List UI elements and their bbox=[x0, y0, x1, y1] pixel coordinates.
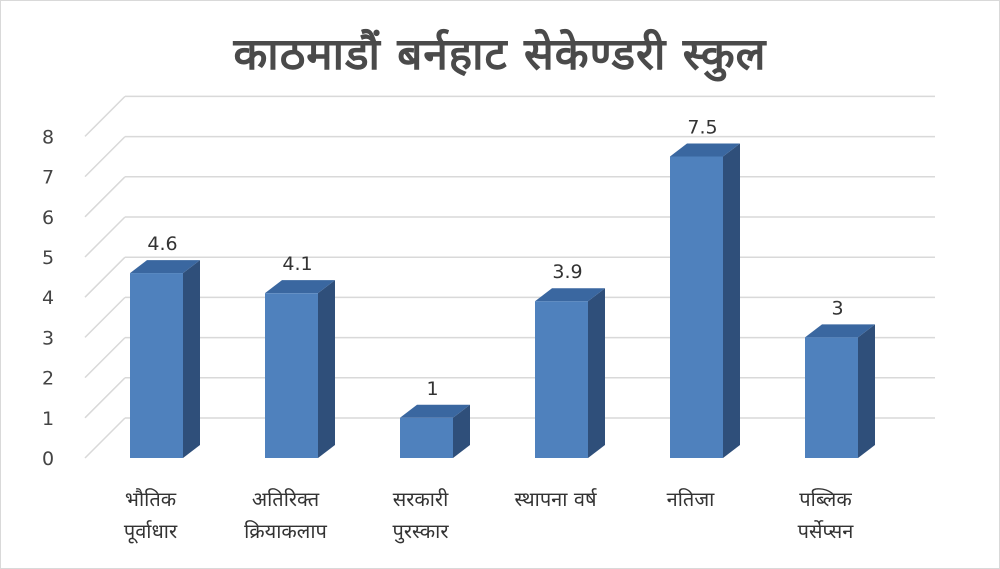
category-label: भौतिक bbox=[125, 487, 177, 511]
category-label: क्रियाकलाप bbox=[244, 519, 327, 543]
bar bbox=[130, 260, 200, 458]
bar-front bbox=[400, 417, 453, 458]
data-label: 4.6 bbox=[147, 233, 177, 255]
bar-top bbox=[805, 324, 875, 338]
gridline-diagonal bbox=[84, 377, 126, 419]
y-tick-label: 8 bbox=[42, 126, 54, 148]
data-label: 3.9 bbox=[552, 261, 582, 283]
bar-side bbox=[858, 324, 875, 458]
data-label: 1 bbox=[426, 378, 438, 400]
bar bbox=[535, 288, 605, 458]
bar-top bbox=[535, 288, 605, 302]
category-label: अतिरिक्त bbox=[252, 487, 320, 511]
gridline-diagonal bbox=[84, 296, 126, 338]
category-label: पर्सेप्सन bbox=[798, 519, 855, 543]
y-tick-label: 4 bbox=[42, 287, 54, 309]
bar-front bbox=[535, 301, 588, 458]
bar-side bbox=[723, 143, 740, 458]
category-label: पुरस्कार bbox=[392, 519, 449, 544]
bar-front bbox=[130, 273, 183, 458]
y-tick-label: 2 bbox=[42, 368, 54, 390]
bars bbox=[130, 143, 875, 458]
data-label: 7.5 bbox=[687, 117, 717, 139]
gridline-diagonal bbox=[84, 337, 126, 379]
bar bbox=[805, 324, 875, 458]
grid-lines bbox=[84, 95, 935, 459]
bar-side bbox=[183, 260, 200, 458]
gridline-diagonal bbox=[84, 136, 126, 178]
category-label: सरकारी bbox=[393, 487, 449, 511]
bar bbox=[670, 143, 740, 458]
gridline-diagonal bbox=[84, 95, 126, 137]
bar-side bbox=[318, 280, 335, 458]
bar-top bbox=[265, 280, 335, 294]
y-tick-label: 5 bbox=[42, 247, 54, 269]
bar-top bbox=[670, 143, 740, 157]
category-label: स्थापना वर्ष bbox=[514, 487, 597, 511]
gridline-diagonal bbox=[84, 256, 126, 298]
y-tick-label: 7 bbox=[42, 167, 54, 189]
y-tick-label: 3 bbox=[42, 327, 54, 349]
data-label: 4.1 bbox=[282, 253, 312, 275]
gridline-diagonal bbox=[84, 176, 126, 218]
bar-front bbox=[670, 156, 723, 458]
y-axis-ticks: 0 1 2 3 4 5 6 7 8 bbox=[42, 126, 54, 470]
y-tick-label: 6 bbox=[42, 207, 54, 229]
x-axis-categories: भौतिक पूर्वाधार अतिरिक्त क्रियाकलाप सरकारी पु… bbox=[124, 487, 854, 544]
y-tick-label: 1 bbox=[42, 408, 54, 430]
gridline-diagonal bbox=[84, 417, 126, 459]
bar bbox=[265, 280, 335, 458]
category-label: नतिजा bbox=[667, 487, 716, 511]
gridline-diagonal bbox=[84, 216, 126, 258]
category-label: पूर्वाधार bbox=[124, 519, 178, 544]
chart-title: काठमाडौं बर्नहाट सेकेण्डरी स्कुल bbox=[233, 29, 767, 80]
bar-side bbox=[588, 288, 605, 458]
data-label: 3 bbox=[831, 297, 843, 319]
bar-front bbox=[265, 293, 318, 458]
bar-top bbox=[130, 260, 200, 274]
y-tick-label: 0 bbox=[42, 448, 54, 470]
category-label: पब्लिक bbox=[799, 487, 852, 511]
bar bbox=[400, 404, 470, 458]
bar-top bbox=[400, 404, 470, 418]
data-labels: 4.6 4.1 1 3.9 7.5 3 bbox=[147, 117, 843, 400]
bar-front bbox=[805, 337, 858, 458]
bar-side bbox=[453, 404, 470, 458]
